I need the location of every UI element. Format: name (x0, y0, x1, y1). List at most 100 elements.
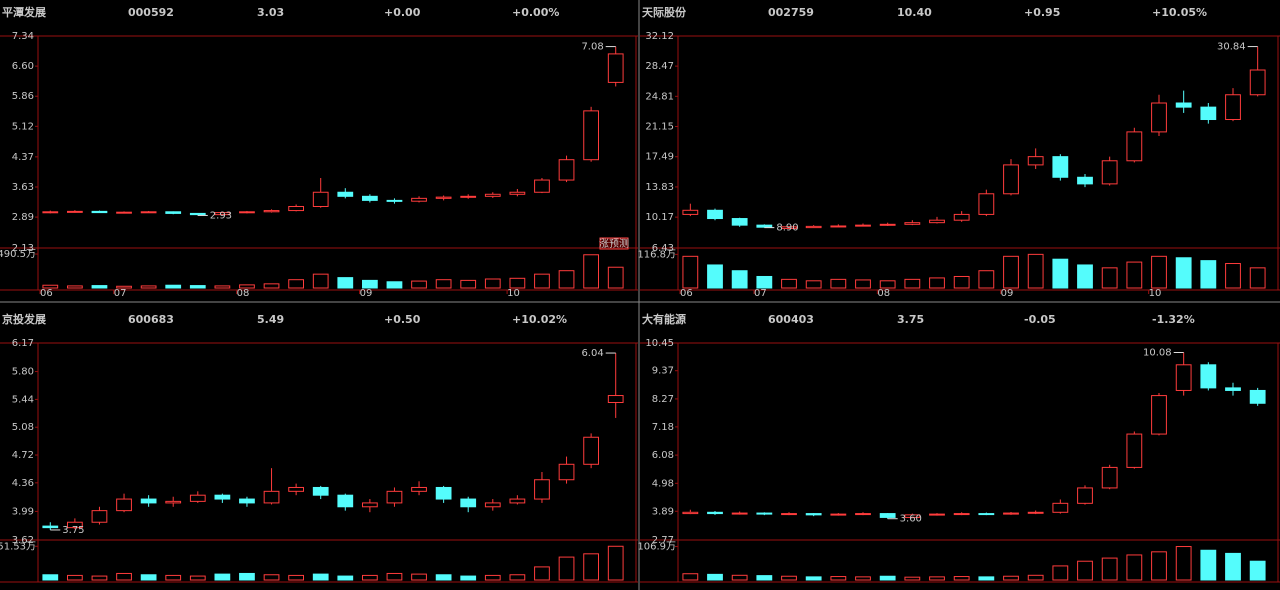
candle-body (1151, 102, 1167, 133)
candle-body (756, 512, 773, 515)
y-tick-label: 10.45 (645, 338, 674, 349)
volume-tick-label: 116.8万 (637, 249, 676, 260)
x-tick-label: 07 (754, 288, 767, 299)
candle-body (978, 193, 995, 215)
candle-body (929, 219, 945, 224)
candle-body (558, 159, 575, 181)
volume-bar (1151, 255, 1167, 289)
candle-body (682, 511, 699, 515)
candle-body (189, 494, 206, 502)
stock-name: 京投发展 (2, 312, 47, 326)
candle-body (239, 211, 255, 214)
stock-name: 天际股份 (642, 5, 687, 19)
candle-body (1027, 156, 1044, 166)
volume-bar (263, 283, 280, 289)
candle-body (583, 436, 599, 465)
volume-bar (583, 254, 599, 289)
y-tick-label: 8.27 (652, 394, 674, 405)
stock-price: 3.03 (257, 6, 284, 19)
volume-bar (460, 575, 477, 581)
stock-code: 002759 (768, 6, 814, 19)
y-tick-label: 2.77 (652, 535, 674, 546)
candle-body (1249, 69, 1266, 96)
stock-price: 3.75 (897, 313, 924, 326)
candle-body (953, 213, 970, 221)
volume-bar (805, 280, 822, 289)
candle-body (460, 195, 477, 198)
candle-body (707, 209, 723, 220)
volume-bar (1003, 575, 1019, 581)
candle-body (534, 179, 550, 193)
volume-bar (386, 281, 403, 289)
y-tick-label: 24.81 (645, 91, 674, 102)
volume-bar (1027, 574, 1044, 581)
volume-bar (1249, 560, 1266, 581)
volume-bar (460, 279, 477, 289)
candle-body (558, 463, 575, 481)
volume-bar (904, 278, 921, 289)
candle-body (435, 486, 452, 500)
volume-bar (116, 572, 132, 581)
volume-bar (165, 574, 182, 581)
candle-body (1027, 511, 1044, 514)
volume-bar (1249, 267, 1266, 289)
candle-body (140, 211, 157, 214)
y-tick-label: 5.80 (12, 367, 34, 378)
volume-bar (509, 277, 526, 289)
y-tick-label: 3.62 (12, 535, 34, 546)
volume-bar (165, 284, 182, 289)
candle-body (855, 513, 871, 516)
candle-body (67, 210, 83, 213)
volume-bar (1225, 552, 1241, 581)
y-tick-label: 6.08 (652, 450, 674, 461)
candle-body (879, 513, 896, 518)
volume-tick-label: 490.5万 (0, 249, 36, 260)
extreme-label: 6.04 (581, 348, 603, 359)
volume-bar (189, 285, 206, 289)
x-tick-label: 08 (877, 288, 890, 299)
candle-body (805, 513, 822, 516)
candle-body (214, 494, 231, 500)
candle-body (435, 196, 452, 199)
y-tick-label: 10.17 (645, 212, 674, 223)
volume-bar (337, 575, 354, 581)
y-tick-label: 5.86 (12, 91, 34, 102)
volume-bar (1126, 261, 1143, 289)
volume-bar (781, 278, 797, 289)
candle-body (189, 212, 206, 216)
volume-bar (386, 572, 403, 581)
candle-body (288, 205, 304, 212)
volume-bar (42, 284, 59, 289)
x-tick-label: 07 (114, 288, 127, 299)
candle-body (1101, 160, 1118, 185)
y-tick-label: 6.43 (652, 243, 674, 254)
volume-bar (484, 574, 501, 581)
y-tick-label: 4.98 (652, 478, 674, 489)
candle-body (509, 498, 526, 504)
candle-body (312, 191, 329, 207)
y-tick-label: 28.47 (645, 61, 674, 72)
volume-bar (731, 574, 748, 581)
candle-body (1200, 106, 1217, 121)
y-tick-label: 5.44 (12, 394, 34, 405)
candle-body (879, 223, 896, 226)
volume-bar (558, 270, 575, 289)
candle-body (1003, 512, 1019, 515)
stock-name: 平潭发展 (2, 5, 47, 19)
candle-body (1126, 433, 1143, 468)
y-tick-label: 2.89 (12, 212, 34, 223)
volume-bar (312, 273, 329, 289)
y-tick-label: 3.63 (12, 182, 34, 193)
candle-body (42, 525, 59, 529)
y-tick-label: 4.37 (12, 152, 34, 163)
stock-price: 10.40 (897, 6, 932, 19)
volume-bar (830, 576, 847, 581)
volume-bar (534, 273, 550, 289)
y-tick-label: 6.17 (12, 338, 34, 349)
volume-bar (91, 575, 108, 581)
volume-bar (830, 278, 847, 289)
candle-body (1175, 364, 1192, 391)
candle-body (1052, 502, 1069, 513)
stock-code: 000592 (128, 6, 174, 19)
extreme-label: 3.75 (62, 525, 84, 536)
